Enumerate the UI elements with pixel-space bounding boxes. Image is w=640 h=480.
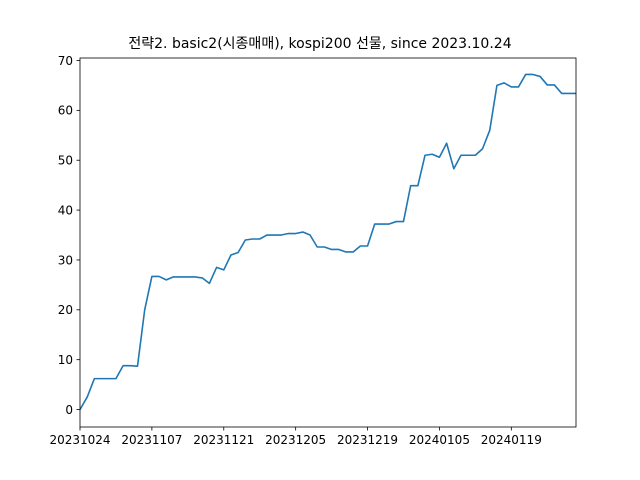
- y-tick-label: 70: [58, 54, 73, 68]
- y-tick-label: 10: [58, 353, 73, 367]
- axes: 0 10 20 30 40 50 60 70 20231024 20231107 20231121 2…: [49, 54, 577, 447]
- x-tick-label: 20240105: [409, 433, 470, 447]
- y-tick-label: 0: [65, 403, 73, 417]
- plot-area: [80, 73, 576, 410]
- x-tick-label: 20240119: [481, 433, 542, 447]
- y-tick-label: 60: [58, 104, 73, 118]
- x-tick-label: 20231107: [121, 433, 182, 447]
- y-tick-label: 50: [58, 154, 73, 168]
- x-tick-label: 20231024: [49, 433, 110, 447]
- x-tick-label: 20231121: [193, 433, 254, 447]
- x-tick-label: 20231219: [337, 433, 398, 447]
- axes-frame: [79, 57, 577, 428]
- y-tick-label: 30: [58, 253, 73, 267]
- y-tick-label: 40: [58, 203, 73, 217]
- y-tick-label: 20: [58, 303, 73, 317]
- chart-title: 전략2. basic2(시종매매), kospi200 선물, since 20…: [128, 36, 511, 52]
- series-line-0: [80, 73, 576, 410]
- x-tick-label: 20231205: [265, 433, 326, 447]
